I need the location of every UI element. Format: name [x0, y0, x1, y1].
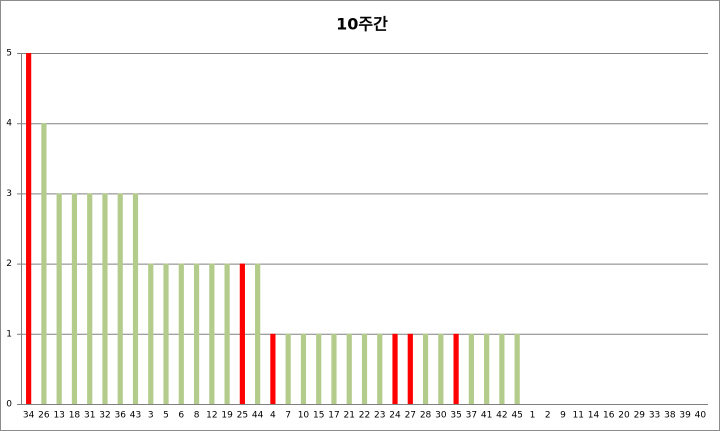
x-tick-label: 2	[545, 411, 551, 421]
bar	[178, 263, 184, 404]
bar	[209, 263, 215, 404]
y-tick-label: 0	[6, 400, 12, 410]
x-tick-label: 11	[573, 411, 584, 421]
bar	[255, 263, 261, 404]
bar	[468, 333, 474, 404]
bar	[41, 123, 47, 404]
bar	[56, 193, 62, 404]
x-tick-label: 3	[148, 411, 154, 421]
bar	[407, 333, 413, 404]
x-tick-label: 27	[405, 411, 416, 421]
bar	[270, 333, 276, 404]
x-tick-label: 10	[298, 411, 310, 421]
x-tick-label: 32	[99, 411, 110, 421]
x-tick-label: 18	[69, 411, 81, 421]
y-tick-label: 5	[6, 49, 12, 59]
x-tick-label: 15	[313, 411, 324, 421]
bar	[422, 333, 429, 404]
x-tick-label: 31	[84, 411, 95, 421]
x-tick-label: 36	[115, 411, 127, 421]
chart-title: 10주간	[336, 15, 388, 34]
bar	[361, 333, 368, 404]
bar	[438, 333, 444, 404]
x-tick-label: 21	[344, 411, 355, 421]
bar	[346, 333, 352, 404]
bar	[117, 193, 123, 404]
x-tick-label: 44	[252, 411, 264, 421]
x-tick-label: 22	[359, 411, 370, 421]
x-tick-label: 24	[389, 411, 401, 421]
x-tick-label: 8	[194, 411, 200, 421]
x-tick-label: 1	[530, 411, 536, 421]
x-tick-label: 34	[23, 411, 35, 421]
x-tick-label: 28	[420, 411, 432, 421]
x-tick-label: 4	[270, 411, 276, 421]
x-tick-label: 19	[221, 411, 233, 421]
x-tick-label: 5	[163, 411, 169, 421]
x-tick-label: 25	[237, 411, 248, 421]
bar	[300, 333, 307, 404]
bar	[392, 333, 398, 404]
x-tick-label: 26	[38, 411, 50, 421]
x-tick-label: 20	[618, 411, 630, 421]
x-tick-label: 17	[328, 411, 339, 421]
x-tick-label: 14	[588, 411, 600, 421]
bar	[285, 333, 291, 404]
x-tick-label: 12	[206, 411, 217, 421]
x-tick-label: 30	[435, 411, 447, 421]
x-tick-label: 7	[285, 411, 291, 421]
bar	[132, 193, 139, 404]
x-tick-label: 16	[603, 411, 615, 421]
bar	[331, 333, 337, 404]
bar	[87, 193, 93, 404]
x-tick-label: 33	[649, 411, 660, 421]
x-tick-label: 13	[53, 411, 64, 421]
bar	[377, 333, 383, 404]
bar	[316, 333, 322, 404]
bar	[148, 263, 154, 404]
x-tick-label: 38	[664, 411, 676, 421]
y-tick-label: 1	[6, 329, 12, 339]
bar	[514, 333, 520, 404]
bar	[453, 333, 459, 404]
y-tick-label: 4	[6, 119, 12, 129]
x-tick-label: 43	[130, 411, 141, 421]
x-tick-label: 42	[496, 411, 507, 421]
bar	[163, 263, 169, 404]
x-tick-label: 6	[178, 411, 184, 421]
y-tick-label: 2	[6, 259, 12, 269]
x-tick-label: 29	[634, 411, 646, 421]
y-tick-label: 3	[6, 189, 12, 199]
bar	[239, 263, 245, 404]
bar	[71, 193, 78, 404]
x-tick-label: 35	[450, 411, 461, 421]
x-tick-label: 40	[695, 411, 707, 421]
x-tick-label: 23	[374, 411, 385, 421]
bar	[499, 333, 505, 404]
bar	[102, 193, 108, 404]
x-tick-label: 39	[679, 411, 691, 421]
x-tick-label: 45	[511, 411, 522, 421]
bar	[193, 263, 200, 404]
bar	[26, 53, 32, 404]
bar	[224, 263, 230, 404]
bar	[484, 333, 490, 404]
x-tick-label: 9	[560, 411, 566, 421]
x-tick-label: 37	[466, 411, 477, 421]
x-tick-label: 41	[481, 411, 492, 421]
